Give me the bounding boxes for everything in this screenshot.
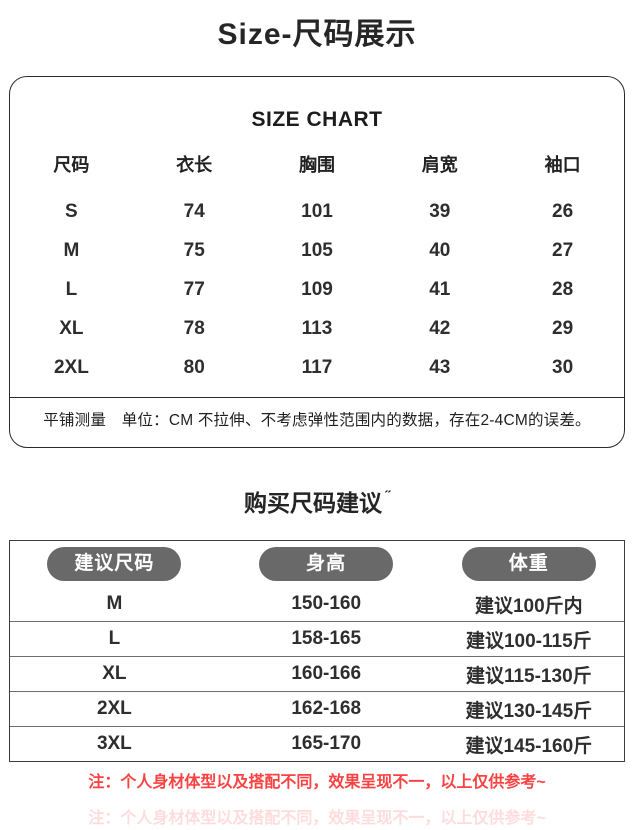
size-cell: XL (59, 317, 84, 339)
bust-cell: 113 (301, 317, 333, 339)
measure-note: 平铺测量 单位：CM 不拉伸、不考虑弹性范围内的数据，存在2-4CM的误差。 (43, 412, 591, 429)
column-pill-weight: 体重 (461, 547, 596, 581)
bust-cell: 117 (301, 356, 333, 378)
size-cell: M (106, 593, 123, 614)
weight-cell: 建议115-130斤 (465, 665, 592, 687)
table-row: M 75 105 40 27 (10, 231, 624, 270)
suggestion-table: 建议尺码 身高 体重 M 150-160 建议100斤内 L 158-165 建… (9, 540, 625, 762)
length-cell: 74 (183, 200, 205, 222)
column-header-bust: 胸围 (298, 155, 335, 175)
size-cell: 2XL (53, 356, 89, 378)
height-cell: 150-160 (291, 593, 362, 614)
bust-cell: 101 (301, 200, 333, 222)
table-row: L 158-165 建议100-115斤 (10, 621, 624, 656)
weight-cell: 建议145-160斤 (465, 735, 593, 757)
size-cell: S (65, 200, 78, 222)
length-cell: 75 (183, 239, 205, 261)
column-pill-suggested-size: 建议尺码 (47, 547, 182, 581)
size-chart-heading: SIZE CHART (251, 108, 383, 131)
cuff-cell: 26 (552, 200, 574, 222)
length-cell: 77 (183, 278, 205, 300)
table-row: 2XL 80 117 43 30 (10, 348, 624, 387)
table-row: M 150-160 建议100斤内 (10, 587, 624, 621)
table-row: S 74 101 39 26 (10, 192, 624, 231)
cuff-cell: 27 (552, 239, 574, 261)
table-row: L 77 109 41 28 (10, 270, 624, 309)
bust-cell: 109 (301, 278, 333, 300)
shoulder-cell: 43 (429, 356, 451, 378)
divider (10, 397, 624, 398)
height-cell: 160-166 (291, 663, 362, 684)
suggestion-title: 购买尺码建议 ˊˊ (0, 482, 634, 518)
cuff-cell: 28 (552, 278, 574, 300)
size-cell: L (65, 278, 78, 300)
length-cell: 80 (183, 356, 205, 378)
size-cell: 2XL (96, 698, 132, 719)
column-header-shoulder: 肩宽 (421, 155, 458, 175)
size-chart-body: S 74 101 39 26 M 75 105 40 27 L 77 109 4… (10, 192, 624, 387)
disclaimer-note: 注：个人身材体型以及搭配不同，效果呈现不一，以上仅供参考~ (88, 774, 546, 791)
size-cell: M (63, 239, 80, 261)
table-row: XL 78 113 42 29 (10, 309, 624, 348)
size-chart-header-row: 尺码 衣长 胸围 肩宽 袖口 (10, 155, 624, 176)
column-header-cuff: 袖口 (544, 155, 581, 175)
size-cell: XL (102, 663, 127, 684)
page-title: Size-尺码展示 (217, 18, 417, 51)
column-header-size: 尺码 (53, 155, 90, 175)
cropped-bottom-text: 注：个人身材体型以及搭配不同，效果呈现不一，以上仅供参考~ (88, 810, 546, 827)
height-cell: 158-165 (291, 628, 362, 649)
table-row: 2XL 162-168 建议130-145斤 (10, 691, 624, 726)
weight-cell: 建议100-115斤 (465, 630, 592, 652)
shoulder-cell: 39 (429, 200, 451, 222)
cuff-cell: 29 (552, 317, 574, 339)
size-cell: L (108, 628, 121, 649)
size-cell: 3XL (96, 733, 132, 754)
length-cell: 78 (183, 317, 205, 339)
height-cell: 165-170 (291, 733, 362, 754)
shoulder-cell: 41 (429, 278, 451, 300)
title-flick-mark: ˊˊ (384, 488, 392, 505)
table-row: 3XL 165-170 建议145-160斤 (10, 726, 624, 761)
size-chart-card: SIZE CHART 尺码 衣长 胸围 肩宽 袖口 S 74 101 39 26… (9, 76, 625, 448)
height-cell: 162-168 (291, 698, 362, 719)
column-header-length: 衣长 (176, 155, 213, 175)
weight-cell: 建议100斤内 (474, 595, 583, 617)
cuff-cell: 30 (552, 356, 574, 378)
shoulder-cell: 42 (429, 317, 451, 339)
suggestion-header-row: 建议尺码 身高 体重 (10, 541, 624, 587)
suggestion-title-text: 购买尺码建议 (244, 490, 382, 516)
weight-cell: 建议130-145斤 (465, 700, 593, 722)
bust-cell: 105 (301, 239, 333, 261)
table-row: XL 160-166 建议115-130斤 (10, 656, 624, 691)
column-pill-height: 身高 (259, 547, 394, 581)
shoulder-cell: 40 (429, 239, 451, 261)
